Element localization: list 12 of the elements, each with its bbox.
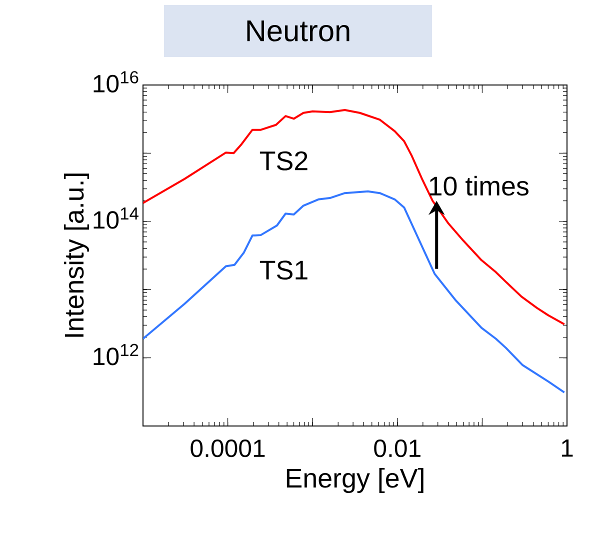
y-tick-label: 10$^{12}$	[94, 344, 138, 366]
x-axis-title: Energy [eV]	[286, 468, 424, 494]
y-tick-label: 10$^{16}$	[94, 71, 138, 92]
y-axis-title: Intensity [a.u.]	[64, 174, 90, 337]
series-label: TS2	[260, 151, 308, 170]
series-label: TS1	[260, 260, 308, 280]
y-tick-label: 10$^{14}$	[94, 208, 138, 229]
x-tick-label: 0.0001	[190, 439, 265, 458]
x-tick-label: 1	[562, 439, 573, 457]
annotation: 10 times	[430, 176, 528, 196]
x-tick-label: 0.01	[374, 439, 420, 458]
chart-title: Neutron	[247, 20, 350, 42]
